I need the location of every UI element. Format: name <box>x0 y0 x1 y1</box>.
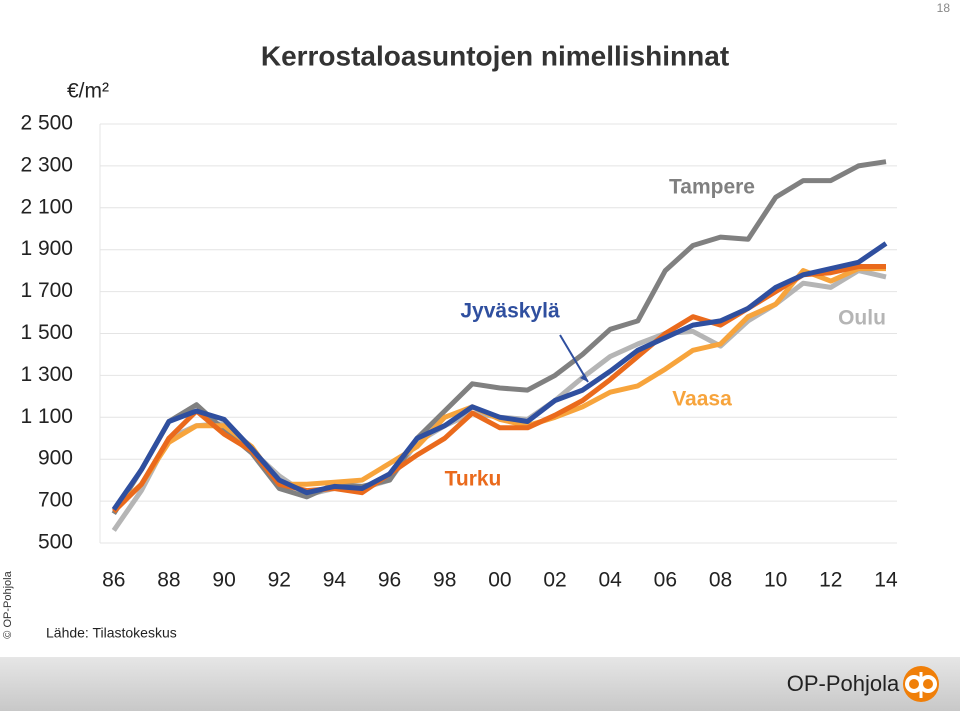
label-pointer-head <box>580 374 588 382</box>
y-tick-label: 1 700 <box>20 279 73 302</box>
x-tick-label: 04 <box>599 569 623 592</box>
x-tick-label: 14 <box>874 569 898 592</box>
y-tick-label: 2 300 <box>20 153 73 176</box>
copyright: © OP-Pohjola <box>2 570 14 638</box>
series-label: Tampere <box>669 176 755 199</box>
x-tick-label: 88 <box>157 569 180 592</box>
series-label: Vaasa <box>672 388 732 411</box>
x-tick-label: 12 <box>819 569 842 592</box>
x-tick-label: 94 <box>323 569 347 592</box>
y-tick-label: 1 300 <box>20 363 73 386</box>
y-tick-label: 2 500 <box>20 112 73 135</box>
x-tick-label: 02 <box>543 569 566 592</box>
x-tick-label: 96 <box>378 569 401 592</box>
x-tick-label: 08 <box>709 569 732 592</box>
y-tick-label: 700 <box>38 489 73 512</box>
source: Lähde: Tilastokeskus <box>46 625 177 641</box>
x-tick-label: 86 <box>102 569 125 592</box>
series-line <box>111 241 888 511</box>
brand-name: OP-Pohjola <box>787 671 900 696</box>
y-tick-label: 1 900 <box>20 237 73 260</box>
y-tick-label: 1 100 <box>20 405 73 428</box>
series-label: Oulu <box>838 307 886 330</box>
y-tick-label: 900 <box>38 447 73 470</box>
page-number: 18 <box>937 1 951 15</box>
y-axis-label: €/m² <box>67 80 109 103</box>
x-tick-label: 92 <box>268 569 291 592</box>
x-tick-label: 06 <box>654 569 677 592</box>
x-tick-label: 00 <box>488 569 511 592</box>
chart-title: Kerrostaloasuntojen nimellishinnat <box>261 40 729 71</box>
series-label: Turku <box>445 468 502 491</box>
series-label: Jyväskylä <box>460 300 560 323</box>
footer-bar <box>0 657 960 711</box>
y-tick-label: 2 100 <box>20 195 73 218</box>
label-pointer <box>559 334 589 383</box>
y-tick-label: 500 <box>38 531 73 554</box>
x-tick-label: 10 <box>764 569 787 592</box>
y-tick-label: 1 500 <box>20 321 73 344</box>
series-line <box>111 159 887 516</box>
x-tick-label: 98 <box>433 569 456 592</box>
x-tick-label: 90 <box>212 569 235 592</box>
brand-logo <box>903 666 939 702</box>
